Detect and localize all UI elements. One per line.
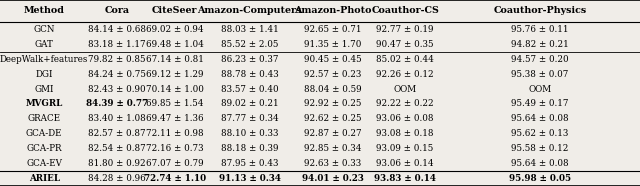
Text: 72.16 ± 0.73: 72.16 ± 0.73 — [146, 144, 204, 153]
Text: Coauthor-Physics: Coauthor-Physics — [493, 7, 587, 15]
Text: 70.14 ± 1.00: 70.14 ± 1.00 — [146, 85, 204, 94]
Text: MVGRL: MVGRL — [26, 100, 63, 108]
Text: 86.23 ± 0.37: 86.23 ± 0.37 — [221, 55, 278, 64]
Text: GCA-EV: GCA-EV — [26, 159, 62, 168]
Text: 95.58 ± 0.12: 95.58 ± 0.12 — [511, 144, 569, 153]
Text: 83.40 ± 1.08: 83.40 ± 1.08 — [88, 114, 146, 123]
Text: 84.24 ± 0.75: 84.24 ± 0.75 — [88, 70, 146, 79]
Text: 92.65 ± 0.71: 92.65 ± 0.71 — [304, 25, 362, 34]
Text: GCA-DE: GCA-DE — [26, 129, 63, 138]
Text: 91.13 ± 0.34: 91.13 ± 0.34 — [219, 174, 280, 183]
Text: 84.28 ± 0.96: 84.28 ± 0.96 — [88, 174, 146, 183]
Text: 92.77 ± 0.19: 92.77 ± 0.19 — [376, 25, 434, 34]
Text: 88.78 ± 0.43: 88.78 ± 0.43 — [221, 70, 278, 79]
Text: 95.76 ± 0.11: 95.76 ± 0.11 — [511, 25, 569, 34]
Text: 88.10 ± 0.33: 88.10 ± 0.33 — [221, 129, 278, 138]
Text: 69.12 ± 1.29: 69.12 ± 1.29 — [146, 70, 204, 79]
Text: Cora: Cora — [104, 7, 130, 15]
Text: 95.64 ± 0.08: 95.64 ± 0.08 — [511, 114, 569, 123]
Text: 92.85 ± 0.34: 92.85 ± 0.34 — [304, 144, 362, 153]
Text: 79.82 ± 0.85: 79.82 ± 0.85 — [88, 55, 146, 64]
Text: 67.14 ± 0.81: 67.14 ± 0.81 — [146, 55, 204, 64]
Text: 83.18 ± 1.17: 83.18 ± 1.17 — [88, 40, 146, 49]
Text: Method: Method — [24, 7, 65, 15]
Text: 72.74 ± 1.10: 72.74 ± 1.10 — [143, 174, 206, 183]
Text: GRACE: GRACE — [28, 114, 61, 123]
Text: 85.02 ± 0.44: 85.02 ± 0.44 — [376, 55, 434, 64]
Text: 92.22 ± 0.22: 92.22 ± 0.22 — [376, 100, 434, 108]
Text: 88.04 ± 0.59: 88.04 ± 0.59 — [304, 85, 362, 94]
Text: 89.02 ± 0.21: 89.02 ± 0.21 — [221, 100, 278, 108]
Text: 87.95 ± 0.43: 87.95 ± 0.43 — [221, 159, 278, 168]
Text: 84.14 ± 0.68: 84.14 ± 0.68 — [88, 25, 146, 34]
Text: 93.06 ± 0.14: 93.06 ± 0.14 — [376, 159, 434, 168]
Text: 69.47 ± 1.36: 69.47 ± 1.36 — [146, 114, 204, 123]
Text: 93.83 ± 0.14: 93.83 ± 0.14 — [374, 174, 436, 183]
Text: 95.49 ± 0.17: 95.49 ± 0.17 — [511, 100, 569, 108]
Text: 94.57 ± 0.20: 94.57 ± 0.20 — [511, 55, 569, 64]
Text: 93.08 ± 0.18: 93.08 ± 0.18 — [376, 129, 434, 138]
Text: 95.98 ± 0.05: 95.98 ± 0.05 — [509, 174, 572, 183]
Text: DeepWalk+features: DeepWalk+features — [0, 55, 88, 64]
Text: 82.57 ± 0.87: 82.57 ± 0.87 — [88, 129, 146, 138]
Text: 95.38 ± 0.07: 95.38 ± 0.07 — [511, 70, 569, 79]
Text: 93.09 ± 0.15: 93.09 ± 0.15 — [376, 144, 434, 153]
Text: GAT: GAT — [35, 40, 54, 49]
Text: 69.02 ± 0.94: 69.02 ± 0.94 — [146, 25, 204, 34]
Text: 92.87 ± 0.27: 92.87 ± 0.27 — [304, 129, 362, 138]
Text: GCN: GCN — [33, 25, 55, 34]
Text: 90.47 ± 0.35: 90.47 ± 0.35 — [376, 40, 434, 49]
Text: 95.64 ± 0.08: 95.64 ± 0.08 — [511, 159, 569, 168]
Text: ARIEL: ARIEL — [29, 174, 60, 183]
Text: 69.48 ± 1.04: 69.48 ± 1.04 — [146, 40, 204, 49]
Text: 82.54 ± 0.87: 82.54 ± 0.87 — [88, 144, 146, 153]
Text: 88.03 ± 1.41: 88.03 ± 1.41 — [221, 25, 278, 34]
Text: 83.57 ± 0.40: 83.57 ± 0.40 — [221, 85, 278, 94]
Text: OOM: OOM — [394, 85, 417, 94]
Text: 94.82 ± 0.21: 94.82 ± 0.21 — [511, 40, 569, 49]
Text: Coauthor-CS: Coauthor-CS — [371, 7, 439, 15]
Text: 72.11 ± 0.98: 72.11 ± 0.98 — [146, 129, 204, 138]
Text: 81.80 ± 0.92: 81.80 ± 0.92 — [88, 159, 146, 168]
Text: DGI: DGI — [35, 70, 53, 79]
Text: 88.18 ± 0.39: 88.18 ± 0.39 — [221, 144, 278, 153]
Text: 94.01 ± 0.23: 94.01 ± 0.23 — [302, 174, 364, 183]
Text: 92.63 ± 0.33: 92.63 ± 0.33 — [304, 159, 362, 168]
Text: CiteSeer: CiteSeer — [152, 7, 198, 15]
Text: 92.57 ± 0.23: 92.57 ± 0.23 — [304, 70, 362, 79]
Text: Amazon-Computers: Amazon-Computers — [197, 7, 302, 15]
Text: GCA-PR: GCA-PR — [26, 144, 62, 153]
Text: 67.07 ± 0.79: 67.07 ± 0.79 — [146, 159, 204, 168]
Text: 69.85 ± 1.54: 69.85 ± 1.54 — [146, 100, 204, 108]
Text: 92.26 ± 0.12: 92.26 ± 0.12 — [376, 70, 434, 79]
Text: 92.62 ± 0.25: 92.62 ± 0.25 — [304, 114, 362, 123]
Text: Amazon-Photo: Amazon-Photo — [294, 7, 372, 15]
Text: 82.43 ± 0.90: 82.43 ± 0.90 — [88, 85, 146, 94]
Text: 95.62 ± 0.13: 95.62 ± 0.13 — [511, 129, 569, 138]
Text: 85.52 ± 2.05: 85.52 ± 2.05 — [221, 40, 278, 49]
Text: 90.45 ± 0.45: 90.45 ± 0.45 — [304, 55, 362, 64]
Text: 93.06 ± 0.08: 93.06 ± 0.08 — [376, 114, 434, 123]
Text: 92.92 ± 0.25: 92.92 ± 0.25 — [304, 100, 362, 108]
Text: 84.39 ± 0.77: 84.39 ± 0.77 — [86, 100, 148, 108]
Text: OOM: OOM — [529, 85, 552, 94]
Text: 87.77 ± 0.34: 87.77 ± 0.34 — [221, 114, 278, 123]
Text: GMI: GMI — [35, 85, 54, 94]
Text: 91.35 ± 1.70: 91.35 ± 1.70 — [304, 40, 362, 49]
